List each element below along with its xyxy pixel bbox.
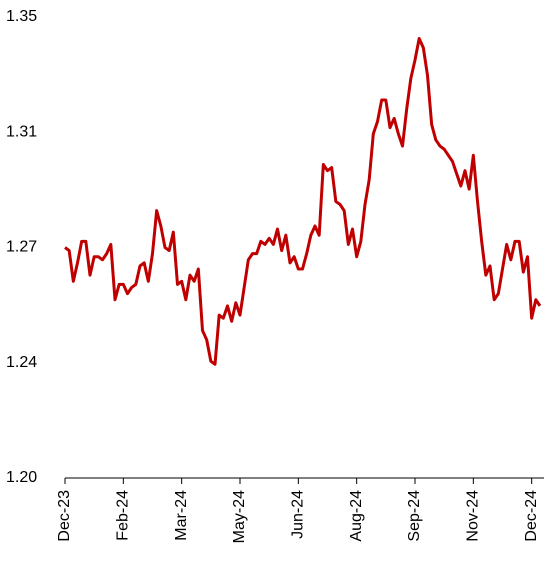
y-tick-label: 1.31 — [6, 123, 37, 140]
x-tick-label: Feb-24 — [115, 490, 132, 541]
x-tick-label: Dec-24 — [523, 490, 540, 542]
x-tick-label: Mar-24 — [173, 490, 190, 541]
x-tick-label: Dec-23 — [56, 490, 73, 542]
x-tick-label: Jun-24 — [290, 490, 307, 539]
y-tick-label: 1.35 — [6, 8, 37, 25]
y-tick-label: 1.20 — [6, 469, 37, 486]
y-tick-label: 1.24 — [6, 354, 37, 371]
x-tick-label: Nov-24 — [465, 490, 482, 542]
x-tick-label: May-24 — [231, 490, 248, 543]
line — [64, 37, 542, 366]
x-tick-label: Sep-24 — [406, 490, 423, 542]
x-tick-label: Aug-24 — [348, 490, 365, 542]
y-tick-label: 1.27 — [6, 239, 37, 256]
